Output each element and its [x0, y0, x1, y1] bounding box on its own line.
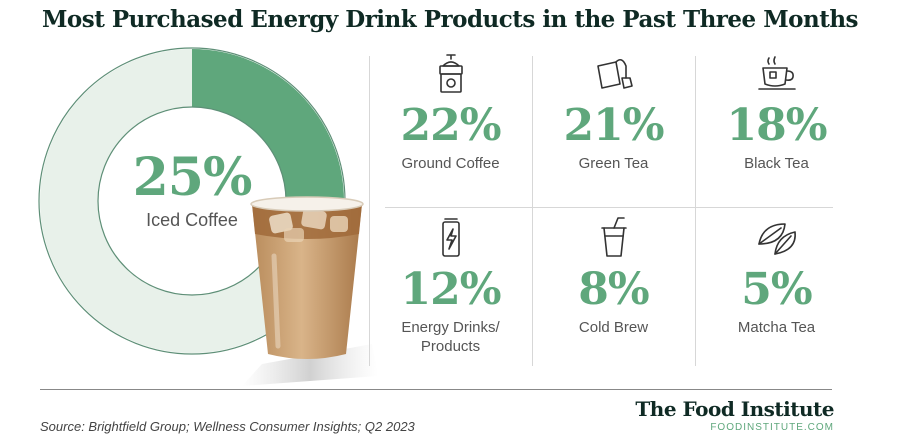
stat-label: Cold Brew	[578, 319, 649, 336]
stat-energy-drinks: 12% Energy Drinks/ Products	[369, 216, 532, 356]
stat-value: 5%	[741, 264, 812, 315]
stat-black-tea: 18% Black Tea	[695, 52, 858, 173]
stat-ground-coffee: 22% Ground Coffee	[369, 52, 532, 173]
stat-label: Green Tea	[578, 155, 649, 172]
divider-vertical-3	[695, 56, 696, 366]
divider-horizontal	[385, 207, 833, 208]
stat-matcha-tea: 5% Matcha Tea	[695, 216, 858, 337]
stat-green-tea: 21% Green Tea	[532, 52, 695, 173]
stat-cold-brew: 8% Cold Brew	[532, 216, 695, 337]
source-note: Source: Brightfield Group; Wellness Cons…	[40, 419, 415, 434]
iced-coffee-cup-image	[222, 186, 382, 386]
tea-bag-icon	[596, 58, 633, 89]
stat-label: Black Tea	[744, 155, 809, 172]
highlight-value: 25%	[132, 147, 253, 208]
tea-cup-icon	[757, 56, 796, 90]
divider-vertical-2	[532, 56, 533, 366]
stat-label: Ground Coffee	[401, 155, 500, 172]
stat-label-line1: Energy Drinks/	[401, 319, 500, 336]
brand-name: The Food Institute	[635, 397, 834, 421]
donut-center-label: 25% Iced Coffee	[37, 150, 347, 231]
stat-value: 22%	[400, 100, 501, 151]
stat-value: 8%	[578, 264, 649, 315]
stat-value: 12%	[400, 264, 501, 315]
cold-brew-cup-icon	[600, 217, 627, 257]
stat-value: 18%	[726, 100, 827, 151]
coffee-grinder-icon	[438, 54, 463, 93]
stat-label: Matcha Tea	[737, 319, 816, 336]
stat-value: 21%	[563, 100, 664, 151]
donut-highlight-slice	[192, 49, 344, 201]
matcha-leaves-icon	[757, 223, 796, 255]
brand-logo: The Food Institute FOODINSTITUTE.COM	[635, 397, 834, 433]
divider-vertical-1	[369, 56, 370, 366]
chart-title: Most Purchased Energy Drink Products in …	[41, 6, 859, 33]
highlight-label: Iced Coffee	[146, 210, 238, 230]
footer-divider	[40, 389, 832, 390]
brand-url: FOODINSTITUTE.COM	[710, 422, 834, 433]
stat-label: Energy Drinks/ Products	[369, 318, 532, 356]
stat-label-line2: Products	[420, 338, 481, 355]
energy-can-icon	[441, 218, 460, 257]
